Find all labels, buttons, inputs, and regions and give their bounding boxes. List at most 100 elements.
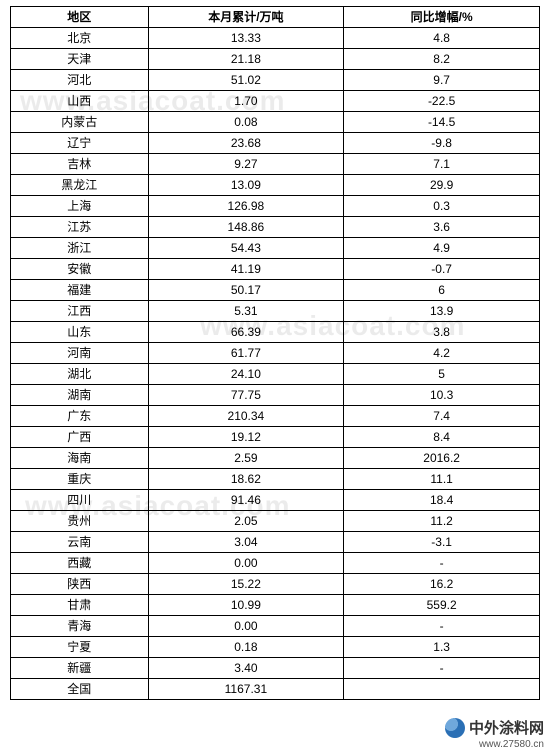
cell-region: 广西 [11,427,149,448]
cell-yoy: 0.3 [344,196,540,217]
cell-region: 湖南 [11,385,149,406]
cell-region: 四川 [11,490,149,511]
table-row: 内蒙古0.08-14.5 [11,112,540,133]
cell-yoy: 4.9 [344,238,540,259]
cell-yoy: -3.1 [344,532,540,553]
table-row: 海南2.592016.2 [11,448,540,469]
cell-yoy: 13.9 [344,301,540,322]
table-row: 山西1.70-22.5 [11,91,540,112]
cell-region: 内蒙古 [11,112,149,133]
cell-yoy: 7.1 [344,154,540,175]
cell-cum: 3.04 [148,532,344,553]
cell-region: 江西 [11,301,149,322]
cell-cum: 61.77 [148,343,344,364]
cell-region: 上海 [11,196,149,217]
col-header-yoy: 同比增幅/% [344,7,540,28]
table-row: 新疆3.40- [11,658,540,679]
cell-region: 广东 [11,406,149,427]
cell-cum: 15.22 [148,574,344,595]
col-header-cum: 本月累计/万吨 [148,7,344,28]
cell-cum: 13.09 [148,175,344,196]
cell-region: 黑龙江 [11,175,149,196]
cell-cum: 5.31 [148,301,344,322]
cell-yoy: 10.3 [344,385,540,406]
table-row: 河北51.029.7 [11,70,540,91]
cell-yoy: 3.6 [344,217,540,238]
cell-yoy: 8.2 [344,49,540,70]
cell-cum: 126.98 [148,196,344,217]
cell-cum: 41.19 [148,259,344,280]
cell-yoy: 1.3 [344,637,540,658]
logo-url: www.27580.cn [479,739,544,750]
table-row: 广东210.347.4 [11,406,540,427]
cell-cum: 0.00 [148,616,344,637]
cell-yoy: 4.2 [344,343,540,364]
cell-region: 云南 [11,532,149,553]
cell-yoy: 3.8 [344,322,540,343]
table-row: 西藏0.00- [11,553,540,574]
table-row: 甘肃10.99559.2 [11,595,540,616]
table-row: 宁夏0.181.3 [11,637,540,658]
cell-yoy: 11.2 [344,511,540,532]
cell-cum: 24.10 [148,364,344,385]
table-row: 安徽41.19-0.7 [11,259,540,280]
col-header-region: 地区 [11,7,149,28]
cell-cum: 210.34 [148,406,344,427]
logo-name: 中外涂料网 [469,717,544,738]
table-row: 青海0.00- [11,616,540,637]
cell-region: 吉林 [11,154,149,175]
table-row: 山东66.393.8 [11,322,540,343]
cell-region: 福建 [11,280,149,301]
cell-cum: 19.12 [148,427,344,448]
cell-yoy: 9.7 [344,70,540,91]
cell-yoy: 7.4 [344,406,540,427]
cell-yoy: 11.1 [344,469,540,490]
cell-region: 河南 [11,343,149,364]
cell-region: 甘肃 [11,595,149,616]
cell-region: 全国 [11,679,149,700]
table-header-row: 地区 本月累计/万吨 同比增幅/% [11,7,540,28]
cell-cum: 23.68 [148,133,344,154]
cell-cum: 54.43 [148,238,344,259]
cell-cum: 148.86 [148,217,344,238]
cell-yoy: - [344,616,540,637]
table-row: 广西19.128.4 [11,427,540,448]
cell-yoy: 5 [344,364,540,385]
cell-cum: 50.17 [148,280,344,301]
table-row: 四川91.4618.4 [11,490,540,511]
table-row: 湖南77.7510.3 [11,385,540,406]
cell-yoy: 8.4 [344,427,540,448]
cell-region: 河北 [11,70,149,91]
table-row: 重庆18.6211.1 [11,469,540,490]
table-row: 辽宁23.68-9.8 [11,133,540,154]
cell-region: 重庆 [11,469,149,490]
cell-yoy: 6 [344,280,540,301]
cell-region: 宁夏 [11,637,149,658]
table-row: 全国1167.31 [11,679,540,700]
data-table: 地区 本月累计/万吨 同比增幅/% 北京13.334.8天津21.188.2河北… [10,6,540,700]
table-row: 北京13.334.8 [11,28,540,49]
cell-region: 安徽 [11,259,149,280]
cell-yoy: 16.2 [344,574,540,595]
table-row: 福建50.176 [11,280,540,301]
cell-cum: 18.62 [148,469,344,490]
cell-cum: 0.18 [148,637,344,658]
cell-region: 天津 [11,49,149,70]
table-row: 江苏148.863.6 [11,217,540,238]
cell-yoy: 559.2 [344,595,540,616]
cell-cum: 0.00 [148,553,344,574]
cell-yoy: 2016.2 [344,448,540,469]
table-row: 江西5.3113.9 [11,301,540,322]
cell-yoy: - [344,658,540,679]
cell-region: 江苏 [11,217,149,238]
table-row: 黑龙江13.0929.9 [11,175,540,196]
table-row: 湖北24.105 [11,364,540,385]
cell-cum: 0.08 [148,112,344,133]
cell-cum: 66.39 [148,322,344,343]
cell-cum: 1167.31 [148,679,344,700]
cell-yoy: -9.8 [344,133,540,154]
cell-cum: 77.75 [148,385,344,406]
cell-region: 辽宁 [11,133,149,154]
table-row: 天津21.188.2 [11,49,540,70]
site-logo: 中外涂料网 www.27580.cn [445,717,544,750]
